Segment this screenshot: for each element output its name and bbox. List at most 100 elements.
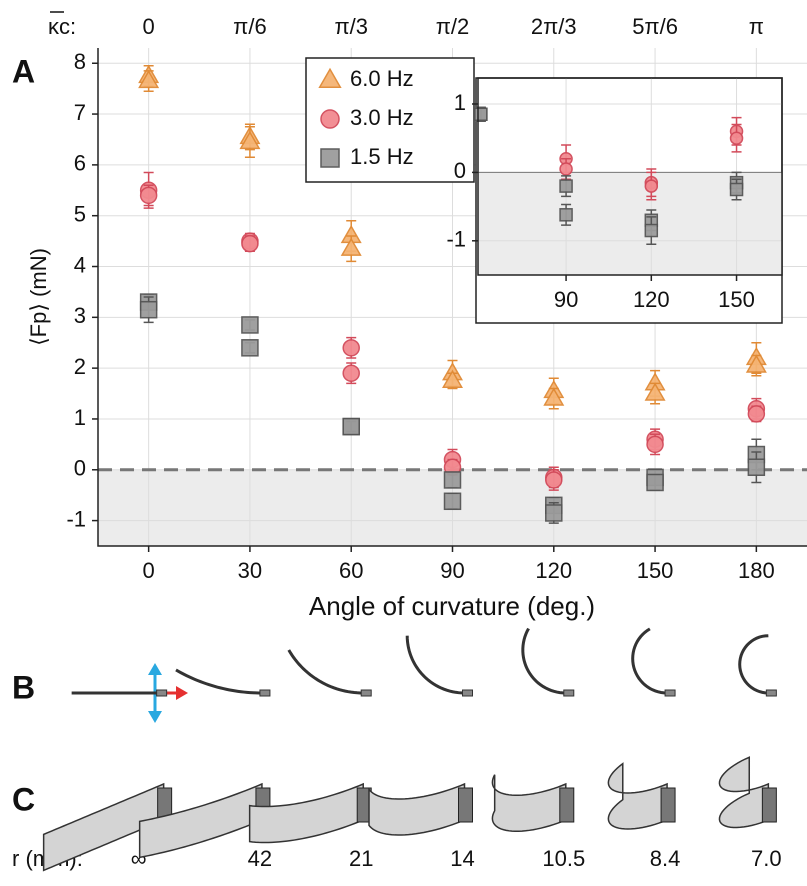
connector [563,689,575,697]
marker [342,339,360,357]
strip-top-view [287,649,364,695]
connector-3d [559,787,575,823]
strip-top-view [631,627,668,695]
marker [342,417,360,436]
marker [644,223,659,238]
marker [318,67,342,88]
x-tick-label: 150 [637,558,674,583]
marker [646,473,664,492]
x-tick-label: 90 [554,287,578,312]
strip-3d [718,756,770,829]
marker [474,107,488,122]
strip-3d [42,782,165,872]
strip-top-view [175,668,262,695]
marker [443,492,462,511]
marker [342,364,360,382]
axis-frame [97,48,807,547]
x-tick-label: 150 [718,287,755,312]
marker [747,458,766,476]
y-axis-label: ⟨Fp⟩ (mN) [26,248,51,346]
radius-value: 14 [450,846,474,871]
marker [320,148,340,168]
x-tick-label: 90 [440,558,464,583]
y-tick-label: 5 [74,202,86,227]
top-tick-label: 2π/3 [531,14,577,39]
strip-3d [248,782,364,844]
y-tick-label: 8 [74,49,86,74]
x-tick-label: 0 [143,558,155,583]
radius-value: 21 [349,846,373,871]
strip-3d [368,782,466,836]
top-tick-label: π/3 [334,14,368,39]
strip-top-view [521,627,566,695]
y-tick-label: 6 [74,151,86,176]
marker [340,237,362,256]
strip-top-view [405,635,465,695]
x-tick-label: 120 [633,287,670,312]
marker [139,300,158,319]
radius-value: 8.4 [650,846,681,871]
marker [138,69,160,89]
marker [747,405,766,423]
y-tick-label: -1 [446,227,466,252]
strip-3d [491,774,567,833]
marker [239,130,261,150]
marker [559,162,573,176]
x-axis-label: Angle of curvature (deg.) [309,591,595,621]
connector [259,689,271,697]
y-tick-label: 4 [74,252,86,277]
y-tick-label: 7 [74,100,86,125]
y-tick-label: 1 [454,90,466,115]
legend-label: 1.5 Hz [350,144,414,169]
marker [729,182,744,197]
marker [559,179,573,193]
connector [360,689,372,697]
marker [745,354,767,373]
top-tick-label: π [749,14,764,39]
y-tick-label: 0 [74,456,86,481]
marker [241,234,259,253]
marker [644,179,659,193]
y-tick-label: 3 [74,303,86,328]
axis-frame [477,77,783,276]
connector-3d [660,787,676,823]
connector [765,689,777,697]
marker [443,471,462,489]
marker [139,186,158,205]
top-axis-label: κc: [48,14,76,39]
connector-3d [458,787,473,823]
strip-3d [138,782,263,859]
panel-label: B [12,669,35,705]
legend-label: 6.0 Hz [350,66,414,91]
strip-3d [607,762,668,830]
panel-label: A [12,53,35,89]
marker [545,504,563,522]
strip-top-view [738,634,769,695]
connector-3d [761,787,777,823]
top-tick-label: π/2 [436,14,470,39]
marker [729,131,744,145]
x-tick-label: 120 [535,558,572,583]
y-tick-label: 0 [454,158,466,183]
x-tick-label: 180 [738,558,775,583]
x-tick-label: 30 [238,558,262,583]
marker [320,109,340,129]
marker [241,316,259,334]
radius-value: 42 [248,846,272,871]
marker [559,208,573,222]
connector [664,689,676,697]
connector [462,689,473,697]
panel-label: C [12,781,35,817]
top-tick-label: 5π/6 [632,14,678,39]
y-tick-label: -1 [66,506,86,531]
y-tick-label: 1 [74,405,86,430]
y-tick-label: 2 [74,354,86,379]
top-tick-label: π/6 [233,14,267,39]
top-tick-label: 0 [143,14,155,39]
marker [442,369,463,388]
marker [545,471,563,489]
marker [644,382,666,401]
marker [646,435,664,454]
radius-value: 7.0 [751,846,782,871]
